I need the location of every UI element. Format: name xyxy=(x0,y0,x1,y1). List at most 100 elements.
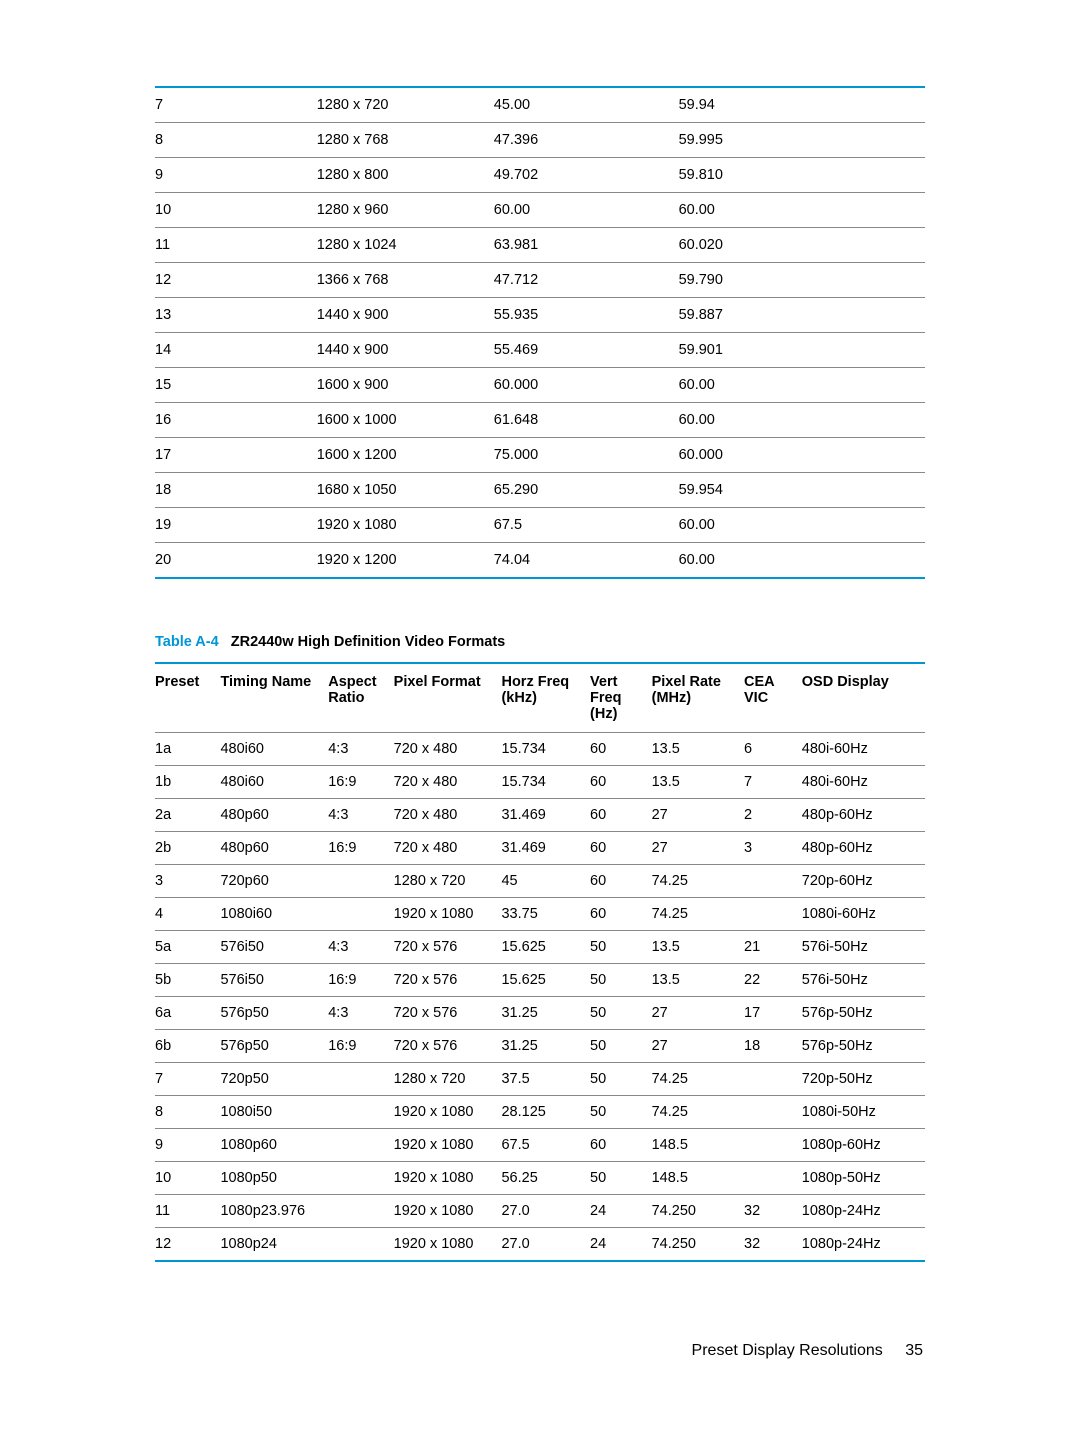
table-cell: 12 xyxy=(155,1228,220,1262)
table-cell: 67.5 xyxy=(494,508,679,543)
table-row: 91080p601920 x 108067.560148.51080p-60Hz xyxy=(155,1129,925,1162)
table-cell: 31.469 xyxy=(501,799,590,832)
table-cell: 18 xyxy=(155,473,317,508)
column-header: Pixel Rate(MHz) xyxy=(652,663,744,733)
table-cell xyxy=(744,898,802,931)
table-cell: 45.00 xyxy=(494,87,679,123)
table-cell: 5b xyxy=(155,964,220,997)
table-cell: 1366 x 768 xyxy=(317,263,494,298)
table-row: 7720p501280 x 72037.55074.25720p-50Hz xyxy=(155,1063,925,1096)
table-cell xyxy=(328,1195,393,1228)
table-cell xyxy=(328,1129,393,1162)
table-cell: 60.00 xyxy=(679,543,925,579)
table-cell: 480p60 xyxy=(220,799,328,832)
table-cell: 720p60 xyxy=(220,865,328,898)
table-cell: 17 xyxy=(155,438,317,473)
table-cell: 2a xyxy=(155,799,220,832)
table-cell: 27 xyxy=(652,832,744,865)
table-cell: 14 xyxy=(155,333,317,368)
table-cell: 74.25 xyxy=(652,1063,744,1096)
table-cell: 576i-50Hz xyxy=(802,964,925,997)
table-cell: 16:9 xyxy=(328,964,393,997)
table-cell: 148.5 xyxy=(652,1129,744,1162)
table-cell: 4 xyxy=(155,898,220,931)
table-cell: 74.25 xyxy=(652,865,744,898)
table-cell: 31.25 xyxy=(501,1030,590,1063)
table-cell: 21 xyxy=(744,931,802,964)
table-row: 171600 x 120075.00060.000 xyxy=(155,438,925,473)
table-cell: 15.734 xyxy=(501,733,590,766)
table-cell: 576p50 xyxy=(220,997,328,1030)
table-cell: 75.000 xyxy=(494,438,679,473)
table-cell: 720 x 576 xyxy=(394,997,502,1030)
table-cell: 74.04 xyxy=(494,543,679,579)
table-cell: 50 xyxy=(590,997,652,1030)
table-cell: 13.5 xyxy=(652,931,744,964)
table-cell: 1280 x 960 xyxy=(317,193,494,228)
table-cell xyxy=(328,1063,393,1096)
table-label: Table A-4 xyxy=(155,634,219,650)
table-cell xyxy=(744,1096,802,1129)
table-cell: 1920 x 1080 xyxy=(394,1162,502,1195)
column-header: AspectRatio xyxy=(328,663,393,733)
table-cell: 9 xyxy=(155,158,317,193)
table-cell: 33.75 xyxy=(501,898,590,931)
table-cell: 16:9 xyxy=(328,1030,393,1063)
table-row: 121080p241920 x 108027.02474.250321080p-… xyxy=(155,1228,925,1262)
table-cell: 9 xyxy=(155,1129,220,1162)
table-cell xyxy=(328,898,393,931)
table-cell: 1440 x 900 xyxy=(317,333,494,368)
table-cell: 6 xyxy=(744,733,802,766)
table-row: 5a576i504:3720 x 57615.6255013.521576i-5… xyxy=(155,931,925,964)
table-cell: 63.981 xyxy=(494,228,679,263)
column-header: Pixel Format xyxy=(394,663,502,733)
table-cell: 576i50 xyxy=(220,931,328,964)
table-cell: 37.5 xyxy=(501,1063,590,1096)
table-cell: 61.648 xyxy=(494,403,679,438)
table-cell: 59.810 xyxy=(679,158,925,193)
table-cell: 480i-60Hz xyxy=(802,766,925,799)
table-cell xyxy=(744,1129,802,1162)
table-row: 121366 x 76847.71259.790 xyxy=(155,263,925,298)
table-row: 6a576p504:3720 x 57631.25502717576p-50Hz xyxy=(155,997,925,1030)
table-cell: 720 x 576 xyxy=(394,964,502,997)
table-cell: 576p-50Hz xyxy=(802,1030,925,1063)
table-cell: 1080p-50Hz xyxy=(802,1162,925,1195)
table-row: 81080i501920 x 108028.1255074.251080i-50… xyxy=(155,1096,925,1129)
table-cell: 148.5 xyxy=(652,1162,744,1195)
table-cell: 1280 x 800 xyxy=(317,158,494,193)
table-cell: 576p50 xyxy=(220,1030,328,1063)
table-cell: 720 x 576 xyxy=(394,931,502,964)
table-cell: 1080i50 xyxy=(220,1096,328,1129)
table-row: 101280 x 96060.0060.00 xyxy=(155,193,925,228)
table-cell: 1b xyxy=(155,766,220,799)
table-cell: 15.734 xyxy=(501,766,590,799)
table-cell: 1600 x 900 xyxy=(317,368,494,403)
table-row: 6b576p5016:9720 x 57631.25502718576p-50H… xyxy=(155,1030,925,1063)
table-row: 151600 x 90060.00060.00 xyxy=(155,368,925,403)
table-cell: 6a xyxy=(155,997,220,1030)
table-cell: 10 xyxy=(155,1162,220,1195)
table-cell: 720 x 480 xyxy=(394,733,502,766)
table-cell: 1680 x 1050 xyxy=(317,473,494,508)
table-cell: 15.625 xyxy=(501,931,590,964)
table-cell: 50 xyxy=(590,1096,652,1129)
table-cell: 15.625 xyxy=(501,964,590,997)
table-cell xyxy=(328,1096,393,1129)
table-cell: 4:3 xyxy=(328,931,393,964)
table-title-text: ZR2440w High Definition Video Formats xyxy=(231,634,505,650)
table-cell: 1080p24 xyxy=(220,1228,328,1262)
table-cell: 13 xyxy=(155,298,317,333)
column-header: VertFreq(Hz) xyxy=(590,663,652,733)
table-cell: 480i60 xyxy=(220,766,328,799)
table-cell: 49.702 xyxy=(494,158,679,193)
table-cell: 5a xyxy=(155,931,220,964)
table-cell: 24 xyxy=(590,1195,652,1228)
table-cell: 1280 x 720 xyxy=(394,865,502,898)
table-cell: 3 xyxy=(744,832,802,865)
table-cell: 60.00 xyxy=(679,508,925,543)
table-cell: 27 xyxy=(652,997,744,1030)
footer-page-number: 35 xyxy=(905,1342,923,1359)
table-row: 41080i601920 x 108033.756074.251080i-60H… xyxy=(155,898,925,931)
table-cell: 55.469 xyxy=(494,333,679,368)
